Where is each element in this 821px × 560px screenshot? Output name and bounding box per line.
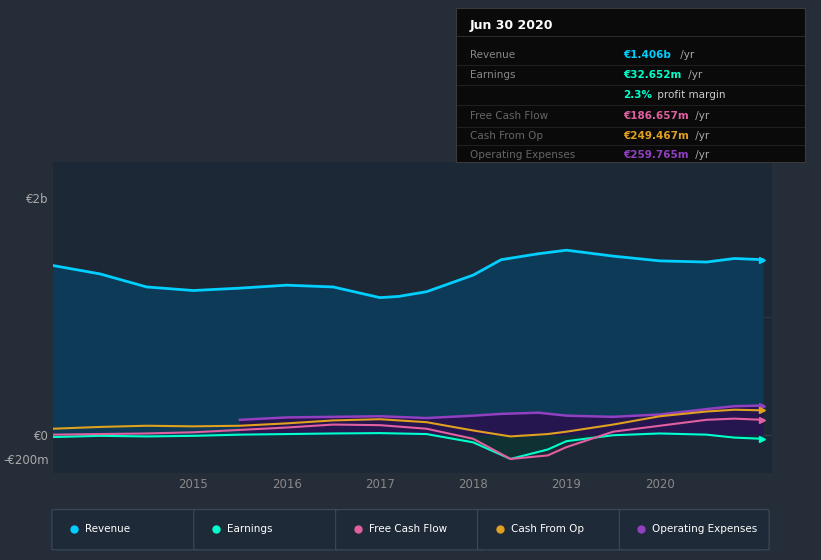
Text: Jun 30 2020: Jun 30 2020 — [470, 19, 553, 32]
Text: €32.652m: €32.652m — [623, 69, 681, 80]
Text: Revenue: Revenue — [85, 524, 130, 534]
Text: /yr: /yr — [677, 50, 694, 59]
FancyBboxPatch shape — [194, 510, 343, 550]
FancyBboxPatch shape — [619, 510, 769, 550]
Text: Free Cash Flow: Free Cash Flow — [470, 111, 548, 121]
FancyBboxPatch shape — [52, 510, 202, 550]
Text: /yr: /yr — [692, 150, 709, 160]
Text: Earnings: Earnings — [227, 524, 273, 534]
Text: Free Cash Flow: Free Cash Flow — [369, 524, 447, 534]
Text: 2.3%: 2.3% — [623, 90, 652, 100]
Text: €259.765m: €259.765m — [623, 150, 689, 160]
Text: Operating Expenses: Operating Expenses — [653, 524, 758, 534]
Text: /yr: /yr — [692, 111, 709, 121]
Text: Cash From Op: Cash From Op — [511, 524, 584, 534]
Text: €186.657m: €186.657m — [623, 111, 689, 121]
FancyBboxPatch shape — [336, 510, 485, 550]
Text: Earnings: Earnings — [470, 69, 515, 80]
FancyBboxPatch shape — [478, 510, 627, 550]
Text: profit margin: profit margin — [654, 90, 725, 100]
Text: €249.467m: €249.467m — [623, 131, 689, 141]
Text: €1.406b: €1.406b — [623, 50, 671, 59]
Text: Cash From Op: Cash From Op — [470, 131, 543, 141]
Text: /yr: /yr — [692, 131, 709, 141]
Text: Operating Expenses: Operating Expenses — [470, 150, 575, 160]
Text: Revenue: Revenue — [470, 50, 515, 59]
Text: /yr: /yr — [685, 69, 702, 80]
